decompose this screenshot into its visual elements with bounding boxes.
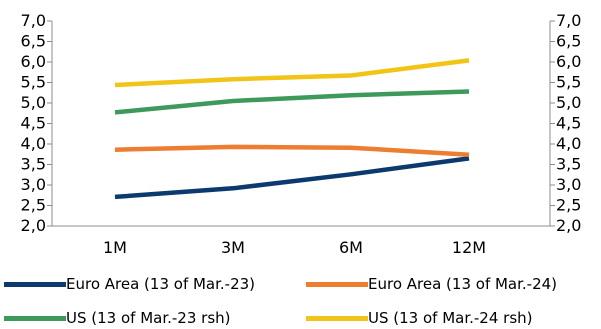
right-tick-label: 7,0 [556,11,581,30]
series-line-1 [114,144,470,157]
series-line-3 [114,58,470,88]
right-tick-label: 3,0 [556,175,581,194]
left-tick-label: 4,0 [21,134,46,153]
legend-label: US (13 of Mar.-24 rsh) [368,309,533,327]
left-tick-label: 6,5 [21,32,46,51]
right-tick-label: 2,5 [556,196,581,215]
right-y-axis: 2,02,5 3,03,5 4,04,5 5,05,5 6,06,5 7,0 [549,11,581,235]
right-tick-label: 6,0 [556,52,581,71]
series-line-2 [114,89,470,115]
left-tick-label: 6,0 [21,52,46,71]
right-tick-label: 5,0 [556,93,581,112]
legend-swatch [306,281,368,287]
legend-label: Euro Area (13 of Mar.-24) [368,275,558,293]
legend-item-us-mar-23: US (13 of Mar.-23 rsh) [4,309,231,327]
left-tick-label: 7,0 [21,11,46,30]
left-tick-label: 2,5 [21,196,46,215]
x-axis: 1M 3M 6M 12M [52,225,550,257]
left-tick-label: 5,0 [21,93,46,112]
x-tick-label: 6M [339,238,363,257]
left-y-axis: 2,02,5 3,03,5 4,04,5 5,05,5 6,06,5 7,0 [21,11,53,235]
right-tick-label: 4,0 [556,134,581,153]
x-tick-label: 3M [221,238,245,257]
legend-item-us-mar-24: US (13 of Mar.-24 rsh) [306,309,533,327]
series-layer [114,58,470,200]
legend-item-euro-area-mar-24: Euro Area (13 of Mar.-24) [306,275,557,293]
left-tick-label: 2,0 [21,216,46,235]
legend-swatch [4,315,66,321]
right-tick-label: 4,5 [556,114,581,133]
x-tick-label: 12M [452,238,486,257]
series-line-0 [114,156,470,200]
right-tick-label: 6,5 [556,32,581,51]
right-tick-label: 3,5 [556,155,581,174]
right-tick-label: 5,5 [556,73,581,92]
left-tick-label: 3,5 [21,155,46,174]
legend-label: US (13 of Mar.-23 rsh) [66,309,231,327]
x-tick-label: 1M [103,238,127,257]
legend-swatch [306,315,368,321]
right-tick-label: 2,0 [556,216,581,235]
legend-swatch [4,281,66,287]
legend-item-euro-area-mar-23: Euro Area (13 of Mar.-23) [4,275,255,293]
left-tick-label: 5,5 [21,73,46,92]
left-tick-label: 3,0 [21,175,46,194]
left-tick-label: 4,5 [21,114,46,133]
legend-label: Euro Area (13 of Mar.-23) [66,275,256,293]
